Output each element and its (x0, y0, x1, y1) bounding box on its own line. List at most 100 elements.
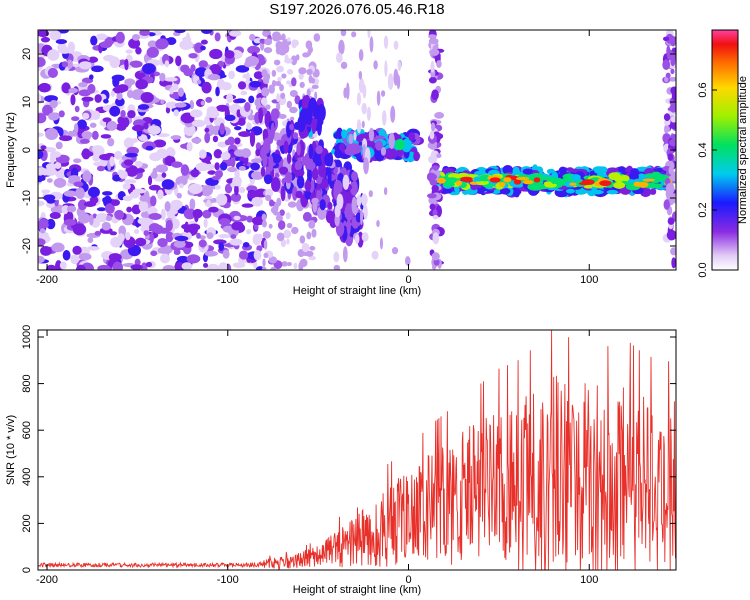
spectral-blob (234, 126, 242, 131)
spectral-blob (614, 176, 624, 183)
spectral-blob (668, 76, 676, 82)
spectral-blob (249, 130, 256, 147)
spectral-blob (436, 60, 442, 68)
spectral-blob (161, 179, 175, 190)
spectral-blob (78, 61, 92, 70)
spectral-blob (124, 152, 138, 158)
spectral-blob (264, 38, 273, 46)
spectral-blob (261, 213, 267, 221)
spectral-blob (327, 168, 332, 185)
spectral-blob (224, 139, 231, 146)
spectral-blob (503, 177, 512, 183)
spectral-blob (299, 235, 306, 244)
spectral-blob (436, 177, 446, 184)
spectral-blob (292, 186, 298, 201)
spectral-blob (38, 56, 46, 68)
spectral-blob (216, 78, 226, 90)
spectral-blob (565, 188, 575, 194)
bottom-plot-frame (37, 329, 677, 571)
spectral-blob (263, 239, 268, 250)
spectral-blob (213, 149, 223, 159)
spectral-blob (140, 91, 154, 103)
spectral-blob (268, 154, 274, 172)
spectral-blob (279, 209, 285, 216)
spectral-blob (343, 87, 348, 99)
spectral-blob (198, 149, 207, 159)
spectral-blob (670, 133, 676, 140)
bottom-x-tick-label: 0 (405, 574, 411, 586)
spectral-blob (253, 71, 264, 80)
spectral-blob (204, 127, 210, 133)
spectral-blob (201, 81, 212, 94)
spectral-blob (474, 180, 489, 186)
spectral-blob (293, 262, 298, 270)
spectral-blob (664, 119, 671, 126)
spectral-blob (363, 205, 368, 220)
spectral-blob (284, 58, 293, 64)
spectral-blob (263, 174, 273, 185)
spectral-blob (276, 232, 285, 242)
spectral-blob (99, 41, 113, 49)
spectral-blob (123, 159, 134, 166)
spectral-blob (530, 172, 543, 180)
spectral-blob (375, 140, 383, 151)
spectral-blob (95, 33, 108, 41)
spectral-blob (45, 128, 59, 140)
spectral-blob (38, 82, 51, 93)
spectral-blob (122, 195, 133, 202)
spectral-blob (286, 100, 293, 109)
spectral-blob (231, 221, 243, 231)
spectral-blob (271, 69, 277, 77)
spectral-blob (104, 203, 115, 214)
spectral-blob (222, 249, 230, 259)
spectral-blob (342, 174, 350, 190)
spectral-blob (199, 185, 214, 197)
spectral-blob (147, 175, 153, 186)
spectral-blob (308, 255, 316, 261)
spectral-blob (379, 237, 384, 250)
spectral-blob (263, 252, 269, 258)
spectral-blob (336, 127, 344, 140)
spectral-blob (260, 97, 268, 106)
spectral-blob (75, 264, 86, 270)
spectral-blob (644, 173, 658, 178)
top-y-tick-label: 0 (21, 147, 33, 153)
spectral-blob (361, 232, 369, 242)
spectral-blob (58, 110, 65, 118)
spectral-blob (91, 65, 104, 73)
spectral-blob (261, 266, 267, 270)
spectral-blob (593, 166, 607, 175)
spectral-blob (250, 158, 265, 164)
spectral-blob (230, 155, 236, 168)
spectral-blob (316, 117, 322, 136)
spectral-blob (309, 220, 315, 226)
spectral-blob (363, 157, 369, 175)
spectral-blob (63, 219, 77, 226)
spectral-blob (139, 30, 151, 36)
spectral-blob (66, 59, 73, 69)
spectral-blob (271, 153, 282, 164)
spectral-blob (49, 212, 61, 220)
spectral-blob (57, 47, 72, 54)
spectral-blob (358, 49, 364, 62)
spectral-blob (234, 184, 239, 196)
spectral-blob (55, 39, 68, 45)
spectral-blob (203, 262, 209, 268)
spectral-blob (139, 195, 150, 202)
spectral-blob (38, 200, 45, 207)
spectral-blob (432, 215, 439, 220)
spectral-blob (115, 31, 125, 44)
spectral-blob (311, 228, 317, 238)
spectral-blob (413, 151, 420, 162)
spectral-blob (107, 137, 115, 147)
spectral-blob (96, 207, 107, 212)
spectral-blob (175, 55, 182, 67)
spectral-blob (198, 60, 209, 68)
spectral-blob (396, 74, 401, 90)
spectral-blob (395, 138, 405, 151)
spectral-blob (273, 211, 281, 216)
spectral-blob (173, 109, 180, 117)
spectral-blob (81, 150, 94, 158)
spectral-blob (74, 105, 80, 113)
spectral-blob (42, 104, 53, 116)
